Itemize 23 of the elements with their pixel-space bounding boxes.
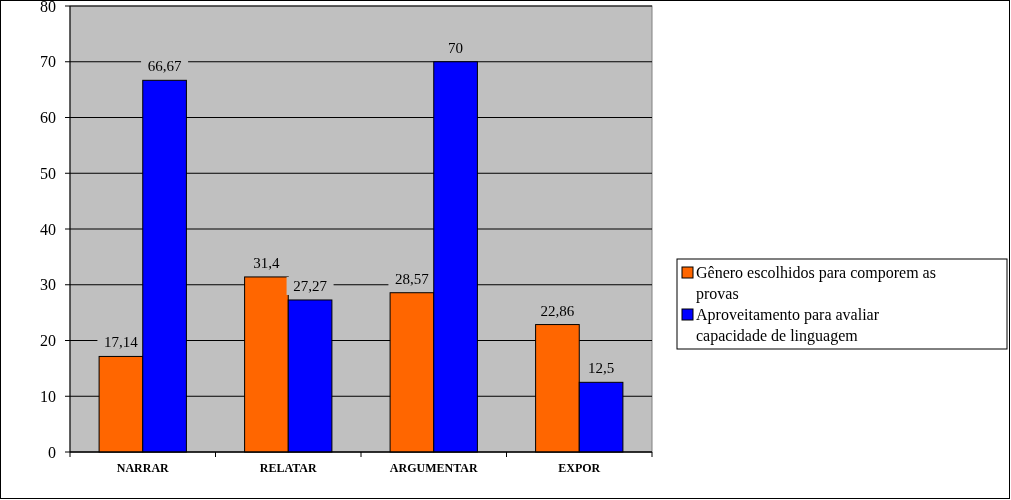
data-label: 28,57 — [395, 270, 430, 287]
data-label: 22,86 — [540, 302, 575, 319]
legend-label: Gênero escolhidos para comporem as provas — [696, 264, 936, 303]
y-tick-label: 50 — [40, 164, 56, 182]
y-tick-label: 70 — [40, 53, 56, 71]
y-tick-label: 80 — [40, 0, 56, 15]
y-tick-label: 20 — [40, 332, 56, 350]
y-tick-label: 40 — [40, 220, 56, 238]
y-tick-label: 30 — [40, 276, 56, 294]
data-label: 31,4 — [253, 254, 281, 271]
data-label: 70 — [448, 39, 464, 56]
y-tick-label: 10 — [40, 387, 56, 405]
y-tick-label: 60 — [40, 109, 56, 127]
legend-label: Aproveitamento para avaliar capacidade de linguagem — [696, 306, 880, 345]
data-label: 12,5 — [587, 360, 615, 377]
x-tick-label: NARRAR — [116, 461, 170, 475]
x-tick-label: EXPOR — [558, 461, 601, 475]
data-label: 27,27 — [293, 277, 328, 294]
y-tick-label: 0 — [48, 443, 56, 461]
data-label: 66,67 — [147, 58, 182, 75]
x-tick-label: ARGUMENTAR — [389, 461, 478, 475]
data-label: 17,14 — [104, 334, 139, 351]
x-tick-label: RELATAR — [259, 461, 318, 475]
